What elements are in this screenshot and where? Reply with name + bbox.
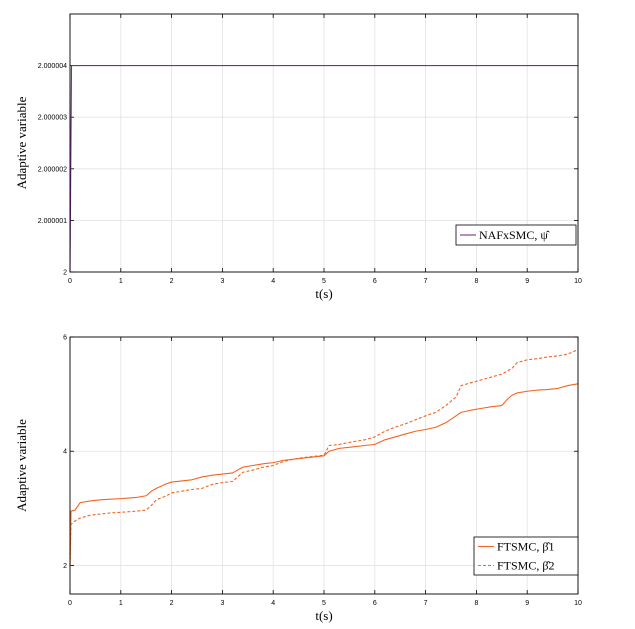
legend-box — [455, 224, 577, 246]
x-tick-label: 4 — [271, 278, 275, 285]
x-tick-label: 9 — [525, 278, 529, 285]
x-tick-label: 10 — [574, 600, 582, 607]
y-tick-label: 2.000003 — [38, 115, 67, 122]
x-tick-label: 10 — [574, 278, 582, 285]
legend: NAFxSMC, ψ̂ — [455, 224, 577, 246]
y-tick-label: 4 — [63, 449, 67, 456]
legend-label-0: FTSMC, β̂1 — [497, 540, 554, 554]
series-line-0 — [69, 65, 578, 273]
y-axis-label: Adaptive variable — [14, 96, 29, 189]
legend-label-0: NAFxSMC, ψ̂ — [479, 228, 550, 242]
x-tick-label: 7 — [424, 278, 428, 285]
x-tick-label: 9 — [525, 600, 529, 607]
x-tick-label: 3 — [220, 278, 224, 285]
chart-top-adaptive-psi: 0 1 2 3 4 5 6 7 8 9 10 2 2.000001 2.000002 2.000003 2.0… — [14, 13, 582, 301]
x-tick-label: 8 — [474, 600, 478, 607]
axes-frame — [69, 13, 579, 273]
axes-frame — [69, 336, 579, 595]
legend-label-1: FTSMC, β̂2 — [497, 559, 554, 573]
x-tick-label: 8 — [474, 278, 478, 285]
x-tick-label: 6 — [373, 600, 377, 607]
x-tick-label: 5 — [322, 600, 326, 607]
y-tick-label: 2.000002 — [38, 166, 67, 173]
x-tick-label: 2 — [170, 600, 174, 607]
y-tick-label: 6 — [63, 335, 67, 342]
x-tick-label: 6 — [373, 278, 377, 285]
x-tick-label: 3 — [220, 600, 224, 607]
x-tick-label: 0 — [68, 600, 72, 607]
y-tick-label: 2.000004 — [38, 63, 67, 70]
legend: FTSMC, β̂1 FTSMC, β̂2 — [473, 536, 579, 576]
series-line-1 — [69, 349, 579, 566]
x-tick-label: 5 — [322, 278, 326, 285]
x-tick-label: 2 — [170, 278, 174, 285]
x-tick-label: 7 — [424, 600, 428, 607]
y-tick-label: 2 — [63, 270, 67, 277]
x-tick-label: 1 — [119, 278, 123, 285]
legend-box — [473, 536, 579, 576]
x-axis-label: t(s) — [315, 608, 332, 623]
x-axis-label: t(s) — [315, 286, 332, 301]
y-tick-label: 2 — [63, 563, 67, 570]
series-line-0 — [69, 383, 579, 566]
y-axis-label: Adaptive variable — [14, 419, 29, 512]
x-tick-label: 1 — [119, 600, 123, 607]
chart-bottom-adaptive-beta: 0 1 2 3 4 5 6 7 8 9 10 2 4 6 t(s) Adaptive variable FTSM… — [14, 335, 582, 624]
x-tick-label: 0 — [68, 278, 72, 285]
x-tick-label: 4 — [271, 600, 275, 607]
y-tick-label: 2.000001 — [38, 218, 67, 225]
